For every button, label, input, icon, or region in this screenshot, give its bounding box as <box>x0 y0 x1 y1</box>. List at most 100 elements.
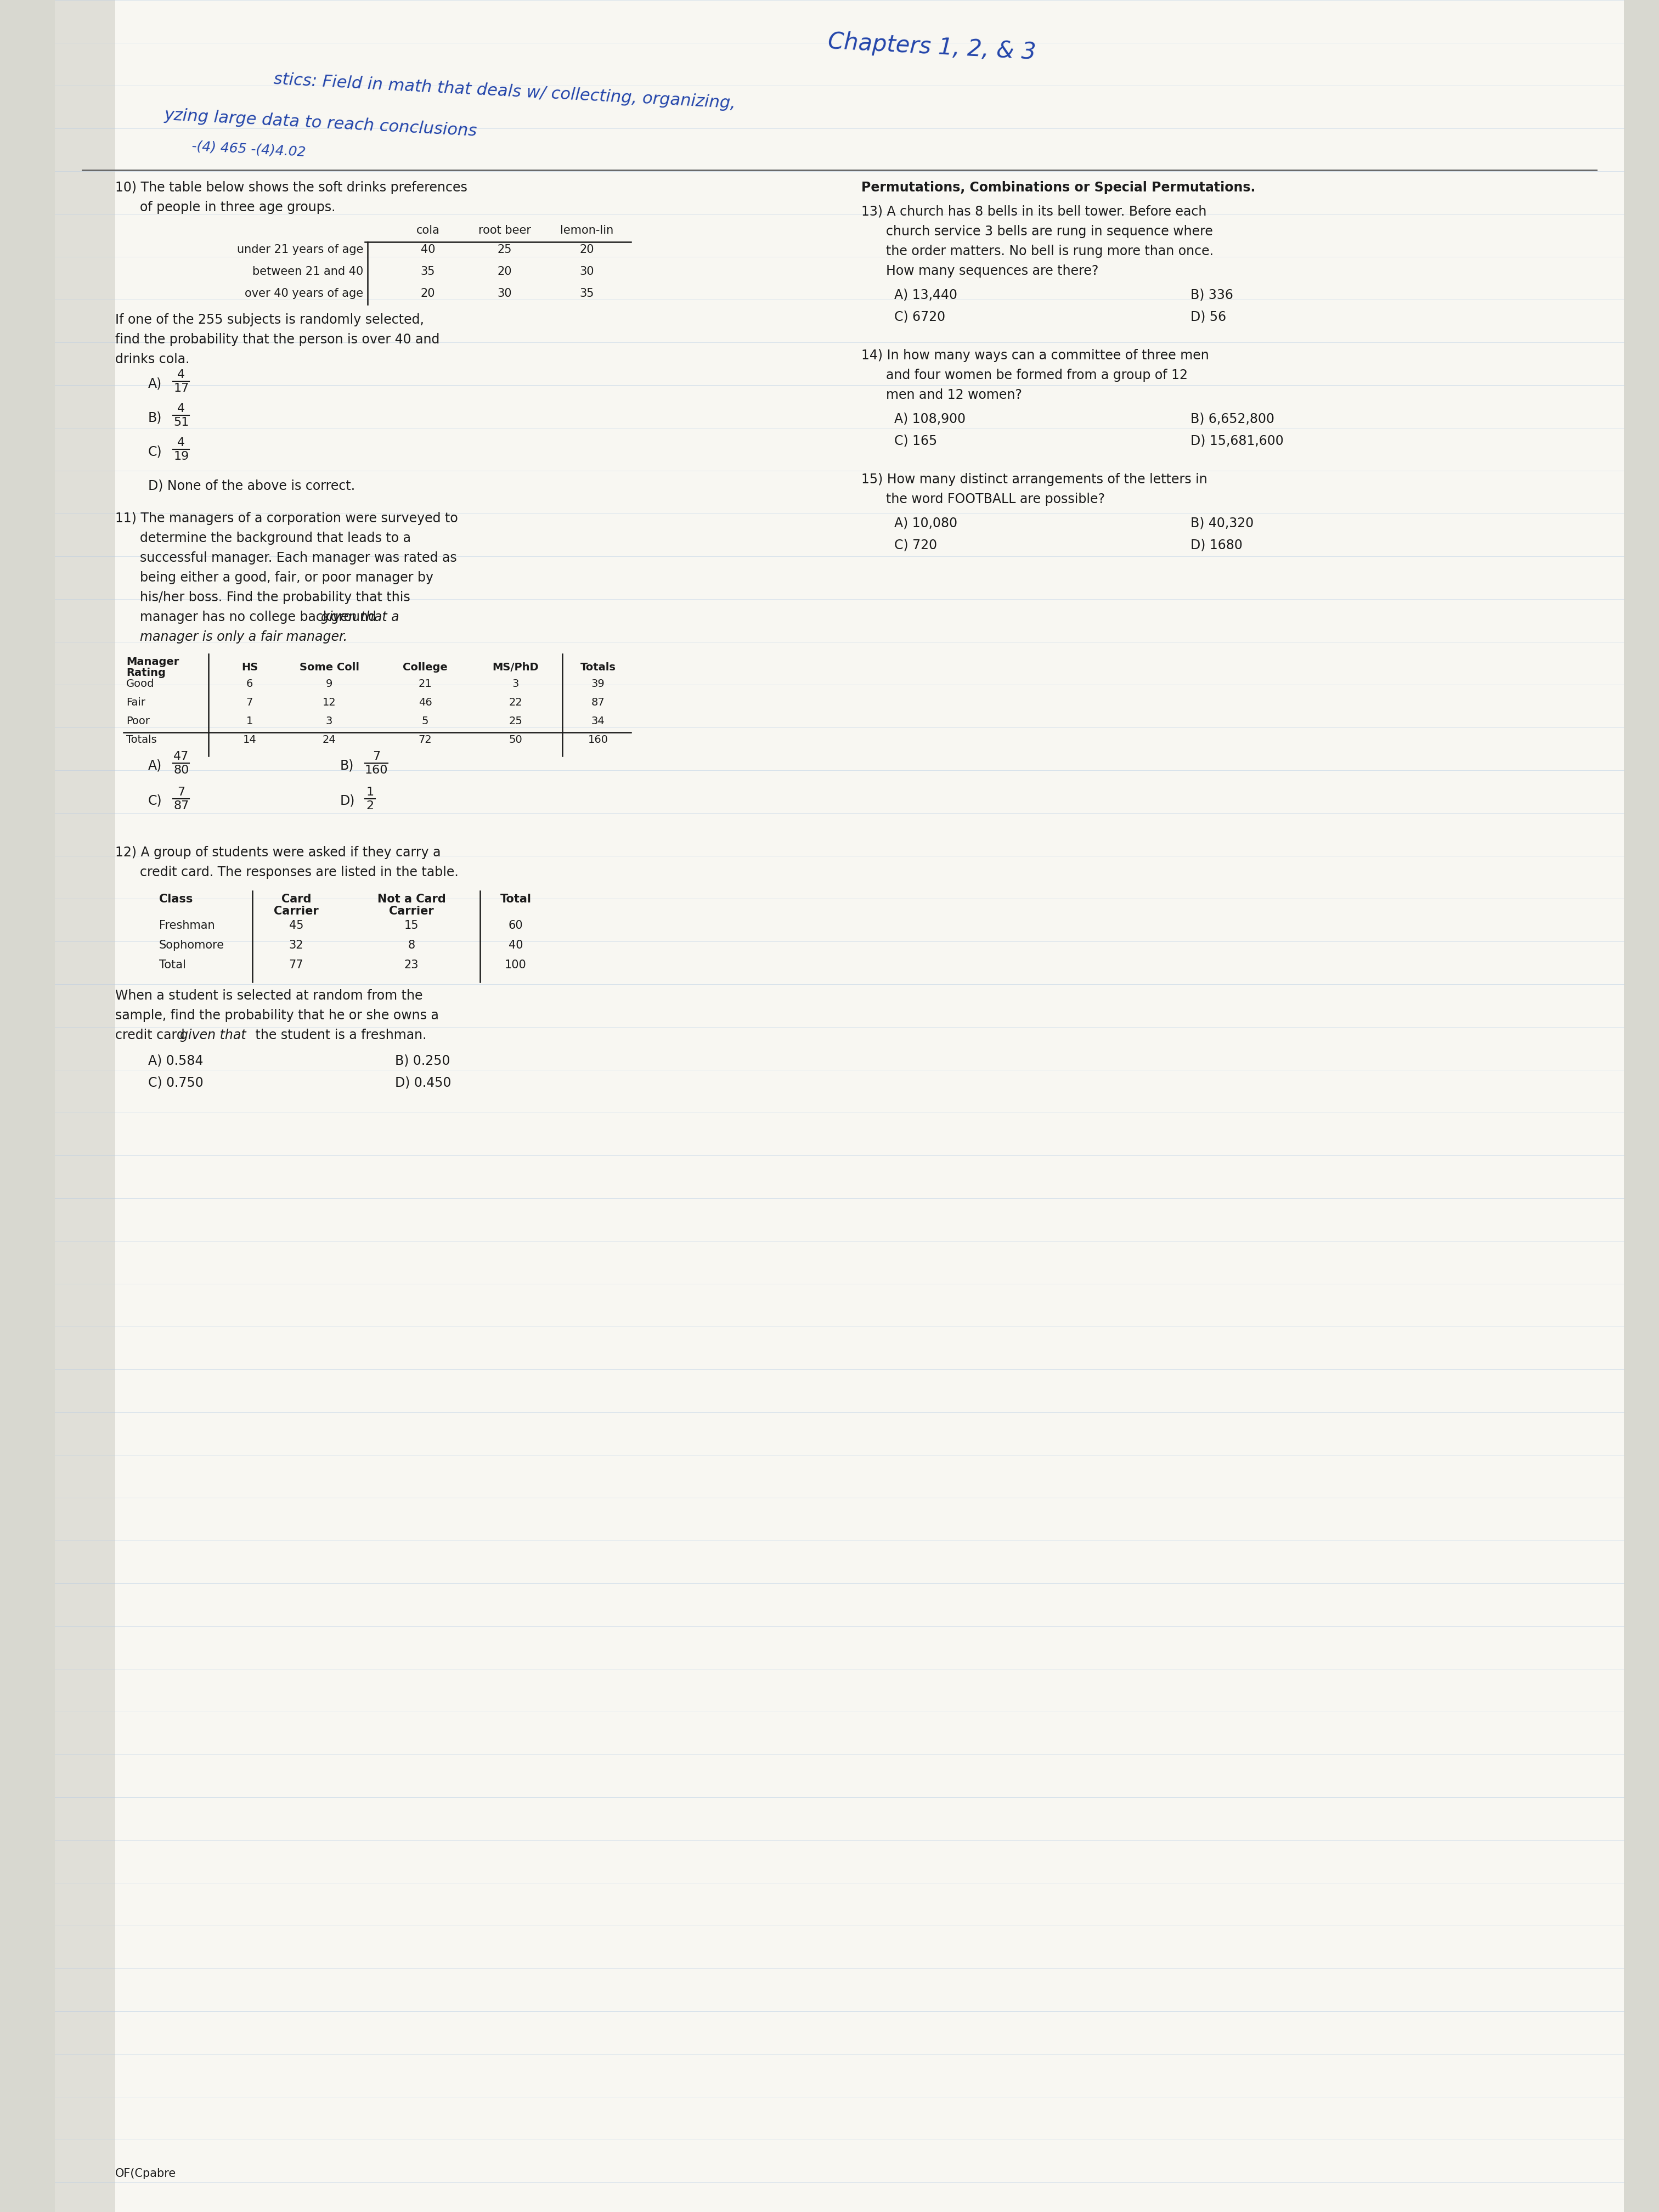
Text: 7: 7 <box>246 697 254 708</box>
Text: When a student is selected at random from the: When a student is selected at random fro… <box>114 989 423 1002</box>
Text: find the probability that the person is over 40 and: find the probability that the person is … <box>114 334 440 345</box>
Text: 2: 2 <box>367 801 373 812</box>
Text: Chapters 1, 2, & 3: Chapters 1, 2, & 3 <box>828 31 1037 64</box>
Text: 4: 4 <box>178 438 186 449</box>
Text: Some Coll: Some Coll <box>299 661 358 672</box>
Text: C) 720: C) 720 <box>894 540 937 553</box>
Text: 17: 17 <box>174 383 189 394</box>
Text: 51: 51 <box>174 416 189 427</box>
Text: stics: Field in math that deals w/ collecting, organizing,: stics: Field in math that deals w/ colle… <box>274 71 737 111</box>
Text: D) None of the above is correct.: D) None of the above is correct. <box>148 480 355 491</box>
Text: 87: 87 <box>591 697 606 708</box>
Text: C): C) <box>148 445 163 458</box>
Text: 40: 40 <box>508 940 523 951</box>
Text: 6: 6 <box>246 679 254 690</box>
Text: 15: 15 <box>405 920 418 931</box>
Text: 25: 25 <box>498 243 513 254</box>
Text: given that a: given that a <box>320 611 400 624</box>
Text: 77: 77 <box>289 960 304 971</box>
Text: 3: 3 <box>325 717 332 726</box>
Text: 12) A group of students were asked if they carry a: 12) A group of students were asked if th… <box>114 845 441 858</box>
Text: church service 3 bells are rung in sequence where: church service 3 bells are rung in seque… <box>886 226 1213 239</box>
Text: 23: 23 <box>405 960 418 971</box>
Text: successful manager. Each manager was rated as: successful manager. Each manager was rat… <box>139 551 456 564</box>
Text: Class: Class <box>159 894 192 905</box>
Text: Not a Card: Not a Card <box>377 894 446 905</box>
Text: over 40 years of age: over 40 years of age <box>244 288 363 299</box>
Text: Good: Good <box>126 679 154 690</box>
Text: Manager: Manager <box>126 657 179 668</box>
Text: C) 6720: C) 6720 <box>894 310 946 323</box>
Text: credit card: credit card <box>114 1029 189 1042</box>
Text: men and 12 women?: men and 12 women? <box>886 389 1022 403</box>
Text: 24: 24 <box>322 734 337 745</box>
Text: OF(Cpabre: OF(Cpabre <box>114 2168 176 2179</box>
Text: 7: 7 <box>372 752 380 761</box>
Text: 20: 20 <box>579 243 594 254</box>
Text: 35: 35 <box>579 288 594 299</box>
Text: of people in three age groups.: of people in three age groups. <box>139 201 335 215</box>
Text: Freshman: Freshman <box>159 920 216 931</box>
Text: 34: 34 <box>591 717 606 726</box>
Text: A) 13,440: A) 13,440 <box>894 288 957 301</box>
Text: given that: given that <box>179 1029 246 1042</box>
Text: determine the background that leads to a: determine the background that leads to a <box>139 531 411 544</box>
Text: 19: 19 <box>174 451 189 462</box>
Text: manager is only a fair manager.: manager is only a fair manager. <box>139 630 347 644</box>
Text: D): D) <box>340 794 355 807</box>
Text: 72: 72 <box>418 734 431 745</box>
Text: Carrier: Carrier <box>388 905 435 916</box>
Bar <box>55 0 114 2212</box>
Text: D) 56: D) 56 <box>1191 310 1226 323</box>
Text: drinks cola.: drinks cola. <box>114 352 189 365</box>
Text: MS/PhD: MS/PhD <box>493 661 539 672</box>
Text: and four women be formed from a group of 12: and four women be formed from a group of… <box>886 369 1188 383</box>
Text: C) 165: C) 165 <box>894 434 937 447</box>
Text: 12: 12 <box>322 697 337 708</box>
Text: B): B) <box>340 759 353 772</box>
Text: 39: 39 <box>591 679 606 690</box>
Text: How many sequences are there?: How many sequences are there? <box>886 265 1098 276</box>
Text: B) 6,652,800: B) 6,652,800 <box>1191 414 1274 425</box>
Text: 13) A church has 8 bells in its bell tower. Before each: 13) A church has 8 bells in its bell tow… <box>861 206 1206 219</box>
Text: Sophomore: Sophomore <box>159 940 224 951</box>
Text: 60: 60 <box>508 920 523 931</box>
Text: 46: 46 <box>418 697 431 708</box>
Text: Poor: Poor <box>126 717 149 726</box>
Text: credit card. The responses are listed in the table.: credit card. The responses are listed in… <box>139 865 458 878</box>
Text: 87: 87 <box>174 801 189 812</box>
Text: 35: 35 <box>421 265 435 276</box>
Text: -(4) 465 -(4)4.02: -(4) 465 -(4)4.02 <box>191 139 305 159</box>
Text: D) 15,681,600: D) 15,681,600 <box>1191 434 1284 447</box>
Text: 1: 1 <box>246 717 254 726</box>
Text: Totals: Totals <box>126 734 156 745</box>
Text: 22: 22 <box>509 697 523 708</box>
Text: 40: 40 <box>421 243 435 254</box>
Text: A) 108,900: A) 108,900 <box>894 414 966 425</box>
Text: 15) How many distinct arrangements of the letters in: 15) How many distinct arrangements of th… <box>861 473 1208 487</box>
Text: 10) The table below shows the soft drinks preferences: 10) The table below shows the soft drink… <box>114 181 468 195</box>
Text: 20: 20 <box>498 265 513 276</box>
Text: 160: 160 <box>587 734 609 745</box>
Text: 20: 20 <box>421 288 435 299</box>
Text: 30: 30 <box>498 288 513 299</box>
Text: 50: 50 <box>509 734 523 745</box>
Text: between 21 and 40: between 21 and 40 <box>252 265 363 276</box>
Text: the order matters. No bell is rung more than once.: the order matters. No bell is rung more … <box>886 246 1213 259</box>
Text: College: College <box>403 661 448 672</box>
Text: sample, find the probability that he or she owns a: sample, find the probability that he or … <box>114 1009 440 1022</box>
Text: If one of the 255 subjects is randomly selected,: If one of the 255 subjects is randomly s… <box>114 314 425 327</box>
Text: C): C) <box>148 794 163 807</box>
Text: lemon-lin: lemon-lin <box>561 226 614 237</box>
Text: D) 1680: D) 1680 <box>1191 540 1243 553</box>
Text: 3: 3 <box>513 679 519 690</box>
Text: cola: cola <box>416 226 440 237</box>
Text: under 21 years of age: under 21 years of age <box>237 243 363 254</box>
Text: 8: 8 <box>408 940 415 951</box>
Text: yzing large data to reach conclusions: yzing large data to reach conclusions <box>164 106 478 139</box>
Text: the word FOOTBALL are possible?: the word FOOTBALL are possible? <box>886 493 1105 507</box>
Text: Fair: Fair <box>126 697 146 708</box>
Text: Card: Card <box>282 894 312 905</box>
Text: Total: Total <box>499 894 531 905</box>
Text: A): A) <box>148 376 163 389</box>
